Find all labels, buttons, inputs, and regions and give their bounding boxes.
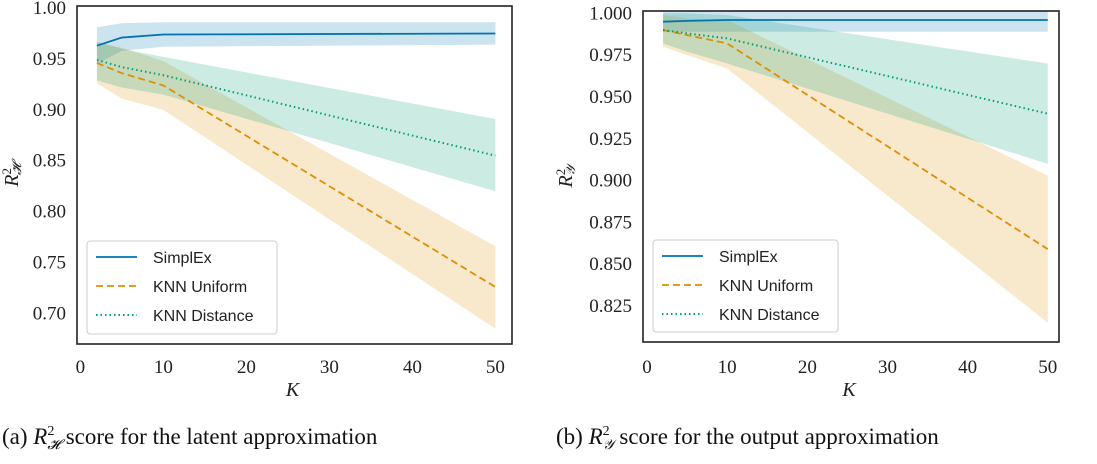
caption-b: (b) R2𝒴 score for the output approximati… xyxy=(556,424,939,454)
caption-b-text: score for the output approximation xyxy=(613,424,939,449)
math-sub: 𝒴 xyxy=(602,438,614,453)
x-tick-label: 30 xyxy=(320,357,339,378)
legend: SimplEx KNN Uniform KNN Distance xyxy=(86,240,278,335)
plot-area xyxy=(662,11,1049,323)
x-tick-label: 40 xyxy=(958,357,977,378)
band-knn-distance xyxy=(663,13,1048,164)
x-tick-label: 0 xyxy=(76,357,86,378)
axes-frame xyxy=(76,5,513,345)
math-base: R xyxy=(588,424,603,449)
legend-label: SimplEx xyxy=(153,250,212,267)
band-simplex xyxy=(96,22,496,65)
y-tick-label: 0.900 xyxy=(589,171,632,192)
y-tick-label: 0.95 xyxy=(33,49,66,70)
y-tick-label: 0.85 xyxy=(33,151,66,172)
x-tick-label: 30 xyxy=(878,357,897,378)
y-tick-label: 0.90 xyxy=(33,100,66,121)
y-tick-label: 0.825 xyxy=(589,296,632,317)
legend-frame xyxy=(86,240,278,335)
band-simplex xyxy=(663,11,1048,32)
axes-frame xyxy=(642,10,1060,343)
caption-a: (a) R2𝓗 score for the latent approximati… xyxy=(2,424,377,454)
caption-a-prefix: (a) xyxy=(2,424,34,449)
x-tick-label: 40 xyxy=(403,357,422,378)
line-simplex xyxy=(663,19,1048,23)
x-axis-label: K xyxy=(841,379,857,401)
caption-b-math: R2𝒴 xyxy=(588,424,614,453)
band-knn-distance xyxy=(96,41,496,192)
x-tick-label: 20 xyxy=(237,357,256,378)
y-tick-label: 0.70 xyxy=(33,303,66,324)
math-sup: 2 xyxy=(47,424,55,439)
x-tick-label: 0 xyxy=(642,357,652,378)
y-tick-label: 0.950 xyxy=(589,87,632,108)
x-tick-label: 20 xyxy=(798,357,817,378)
math-base: R xyxy=(33,424,48,449)
legend-label: KNN Distance xyxy=(153,308,254,325)
chart-b: 0.825 0.850 0.875 0.900 0.925 0.950 0.975 1.000… xyxy=(553,3,1060,401)
y-tick-label: 0.80 xyxy=(33,202,66,223)
legend-frame xyxy=(652,239,839,333)
x-tick-label: 50 xyxy=(1038,357,1057,378)
y-axis-label: R2𝓗 xyxy=(0,158,24,188)
y-axis-label: R2𝒴 xyxy=(553,162,578,189)
legend-label: KNN Distance xyxy=(719,307,820,324)
math-sup: 2 xyxy=(602,424,610,439)
x-tick-label: 10 xyxy=(718,357,737,378)
y-label-sub: 𝓗 xyxy=(9,158,24,175)
legend-label: SimplEx xyxy=(719,249,778,266)
x-axis-label: K xyxy=(285,379,301,401)
legend-label: KNN Uniform xyxy=(719,278,813,295)
math-sub: 𝓗 xyxy=(47,438,60,453)
caption-b-prefix: (b) xyxy=(556,424,589,449)
x-tick-label: 10 xyxy=(154,357,173,378)
band-knn-uniform xyxy=(663,15,1048,323)
line-knn-uniform xyxy=(96,62,496,288)
band-knn-uniform xyxy=(96,42,496,329)
y-tick-label: 0.875 xyxy=(589,212,632,233)
y-label-sub: 𝒴 xyxy=(563,162,578,176)
plot-area xyxy=(96,22,496,329)
y-tick-label: 1.00 xyxy=(33,0,66,19)
chart-a: 0.70 0.75 0.80 0.85 0.90 0.95 1.00 0 10 20 30 40 50 K… xyxy=(0,0,513,401)
y-label-sup: 2 xyxy=(0,168,14,175)
legend-label: KNN Uniform xyxy=(153,279,247,296)
y-label-base: R xyxy=(1,175,23,188)
line-knn-distance xyxy=(96,58,496,157)
y-tick-label: 1.000 xyxy=(589,3,632,24)
y-tick-label: 0.925 xyxy=(589,129,632,150)
x-tick-label: 50 xyxy=(486,357,505,378)
y-label-base: R xyxy=(555,175,577,188)
y-tick-label: 0.850 xyxy=(589,254,632,275)
line-knn-uniform xyxy=(662,29,1049,250)
y-tick-label: 0.75 xyxy=(33,253,66,274)
y-label-sup: 2 xyxy=(553,169,568,176)
legend: SimplEx KNN Uniform KNN Distance xyxy=(652,239,839,333)
caption-a-math: R2𝓗 xyxy=(33,424,60,453)
caption-a-text: score for the latent approximation xyxy=(59,424,378,449)
line-simplex xyxy=(96,32,496,47)
y-tick-label: 0.975 xyxy=(589,45,632,66)
